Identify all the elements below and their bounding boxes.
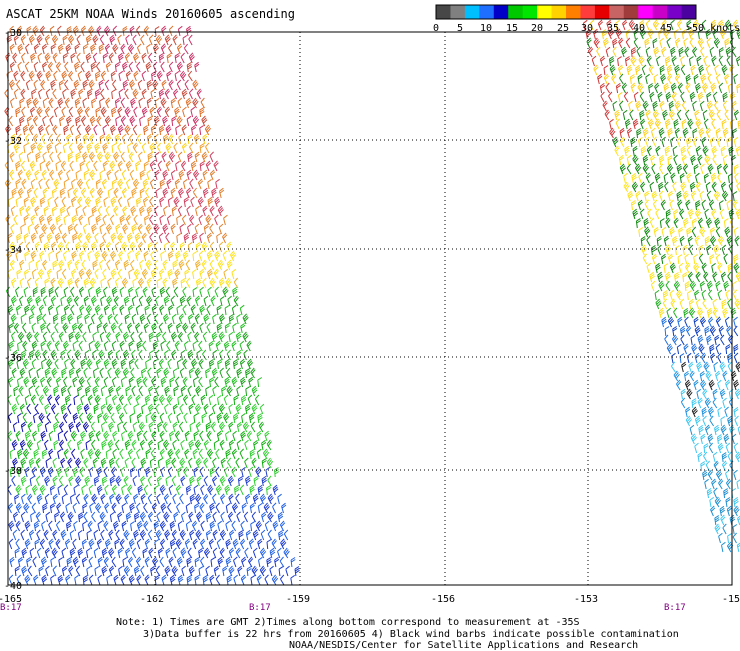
colorbar-segment <box>609 5 625 19</box>
colorbar-label: 15 <box>506 23 518 34</box>
map-title: ASCAT 25KM NOAA Winds 20160605 ascending <box>6 7 295 21</box>
latitude-label: -30 <box>4 28 22 39</box>
wind-barb-group <box>589 19 740 139</box>
wind-barb-group <box>7 466 279 496</box>
wind-barb-group <box>670 361 740 553</box>
wind-barb-group <box>7 493 296 586</box>
colorbar-label: 40 <box>633 23 645 34</box>
longitude-label: -159 <box>286 594 310 605</box>
wind-barb-group <box>667 316 739 364</box>
colorbar-segment <box>464 5 480 19</box>
colorbar-segment <box>652 5 668 19</box>
colorbar-segment <box>508 5 524 19</box>
wind-barb-group <box>582 19 639 139</box>
grid-lines <box>8 32 732 585</box>
wind-barb-group <box>586 19 740 139</box>
wind-barb-group <box>92 25 204 136</box>
longitude-label: -153 <box>574 594 598 605</box>
colorbar-label: 10 <box>480 23 492 34</box>
colorbar-segment <box>537 5 553 19</box>
latitude-label: -34 <box>4 245 22 256</box>
colorbar-segment <box>493 5 509 19</box>
longitude-label: -162 <box>140 594 164 605</box>
latitude-label: -38 <box>4 466 22 477</box>
colorbar-border <box>435 4 697 20</box>
wind-barb-group <box>4 25 212 136</box>
wind-speed-colorbar: 0 5 10 15 20 25 30 35 40 45 >50 knots <box>433 4 740 34</box>
wind-barb-group <box>8 493 300 586</box>
plot-border <box>7 31 733 586</box>
colorbar-segment <box>551 5 567 19</box>
note-line-2: 3)Data buffer is 22 hrs from 20160605 4)… <box>143 629 679 640</box>
colorbar-segment <box>638 5 654 19</box>
wind-barb-group <box>4 133 210 244</box>
note-line-1: Note: 1) Times are GMT 2)Times along bot… <box>116 617 580 628</box>
colorbar-label: 35 <box>607 23 619 34</box>
wind-barb-group <box>149 151 228 244</box>
colorbar-label: 20 <box>531 23 543 34</box>
colorbar-segment <box>580 5 596 19</box>
map-frame <box>7 31 733 586</box>
colorbar-label: 5 <box>457 23 463 34</box>
wind-barb-group <box>15 394 272 469</box>
wind-barb-group <box>614 136 740 319</box>
wind-barb-group <box>673 361 734 418</box>
axis-labels: -30 -32 -34 -36 -38 -40 -165 -162 -159 -156 -153 -1… <box>0 28 740 613</box>
wind-barb-group <box>4 25 208 136</box>
colorbar-segment <box>522 5 538 19</box>
colorbar-label: 30 <box>581 23 593 34</box>
colorbar-label: 25 <box>557 23 569 34</box>
longitude-label: -165 <box>0 594 22 605</box>
colorbar-segment <box>681 5 697 19</box>
time-label: B:17 <box>0 603 22 613</box>
wind-barb-swaths <box>4 19 740 586</box>
time-label: B:17 <box>664 603 686 613</box>
colorbar-segment <box>594 5 610 19</box>
colorbar-segment <box>623 5 639 19</box>
wind-barb-group <box>7 394 91 469</box>
wind-barb-group <box>149 151 224 244</box>
latitude-label: -32 <box>4 136 22 147</box>
note-line-3: NOAA/NESDIS/Center for Satellite Applica… <box>289 640 639 651</box>
wind-barb-group <box>689 415 740 553</box>
wind-barb-group <box>7 241 237 289</box>
colorbar-segment <box>667 5 683 19</box>
wind-barb-group <box>661 316 738 364</box>
time-label: B:17 <box>249 603 271 613</box>
latitude-label: -40 <box>4 581 22 592</box>
wind-barb-group <box>654 280 737 319</box>
wind-barb-group <box>7 133 208 244</box>
colorbar-label: >50 knots <box>686 23 740 34</box>
colorbar-segment <box>566 5 581 19</box>
wind-barb-group <box>7 394 280 496</box>
longitude-label: -156 <box>431 594 455 605</box>
longitude-label: -150 <box>722 594 740 605</box>
colorbar-label: 0 <box>433 23 439 34</box>
colorbar-segment <box>479 5 495 19</box>
wind-barb-group <box>612 136 740 283</box>
colorbar-label: 45 <box>660 23 672 34</box>
colorbar-segment <box>436 5 451 19</box>
latitude-label: -36 <box>4 353 22 364</box>
colorbar-segment <box>450 5 466 19</box>
